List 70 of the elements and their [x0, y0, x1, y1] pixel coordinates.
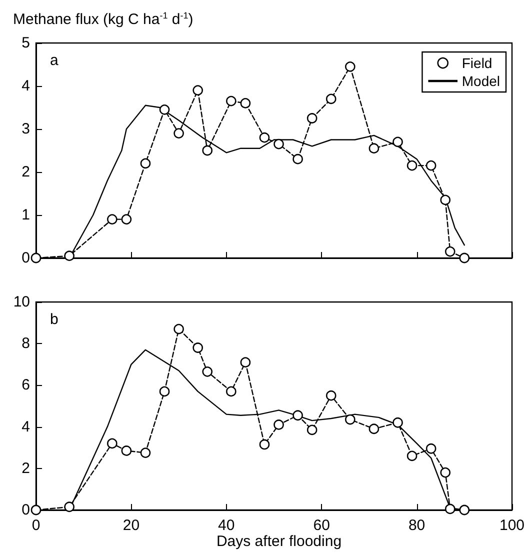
point — [274, 138, 284, 150]
point — [426, 443, 436, 454]
point — [345, 414, 356, 425]
point — [192, 342, 203, 353]
point — [226, 386, 236, 397]
point — [259, 132, 270, 143]
point — [174, 128, 184, 138]
point — [192, 85, 203, 96]
point — [459, 504, 470, 516]
point — [107, 438, 118, 449]
point — [292, 154, 303, 164]
point — [240, 357, 251, 368]
y-tick-label: 1 — [22, 206, 30, 224]
point — [440, 467, 451, 478]
point — [140, 448, 151, 458]
point — [64, 502, 74, 512]
point — [345, 62, 356, 72]
point — [64, 250, 74, 261]
point — [240, 98, 251, 108]
x-tick-label: 100 — [499, 517, 525, 534]
point — [392, 417, 403, 428]
point — [202, 366, 213, 377]
annotation: b — [50, 311, 58, 328]
y-tick-label: 3 — [22, 120, 30, 138]
point — [326, 390, 336, 401]
point — [121, 214, 132, 224]
legend-label: Field — [462, 55, 492, 71]
x-tick-label: 80 — [408, 517, 426, 534]
point — [368, 143, 380, 154]
y-tick-label: 4 — [22, 418, 30, 436]
point — [30, 504, 42, 516]
x-tick-label: 20 — [122, 517, 140, 534]
point — [159, 104, 170, 115]
y-tick-label: 10 — [13, 294, 30, 310]
x-axis-title: Days after flooding — [216, 533, 342, 550]
y-tick-label: 4 — [22, 78, 30, 94]
y-tick-label: 2 — [22, 460, 30, 477]
x-tick-label: 40 — [218, 517, 235, 534]
point — [121, 446, 132, 456]
point — [406, 450, 418, 462]
point — [426, 160, 436, 171]
y-tick-label: 0 — [22, 502, 30, 518]
point — [406, 160, 418, 171]
point — [326, 94, 336, 104]
point — [292, 410, 303, 421]
point — [274, 420, 284, 430]
point — [440, 194, 451, 206]
y-tick-label: 8 — [22, 335, 30, 352]
point — [259, 439, 270, 450]
point — [140, 158, 151, 169]
point — [202, 145, 213, 156]
point — [392, 136, 403, 148]
point — [159, 386, 170, 397]
point — [444, 504, 456, 514]
x-tick-label: 60 — [313, 517, 330, 534]
point — [459, 252, 470, 264]
point — [444, 246, 456, 257]
y-tick-label: 6 — [22, 376, 30, 394]
point — [30, 252, 42, 264]
point — [306, 424, 318, 436]
y-tick-label: 2 — [22, 164, 30, 180]
y-tick-label: 5 — [22, 34, 30, 52]
point — [174, 324, 184, 334]
point — [107, 214, 118, 224]
point — [306, 113, 318, 124]
point — [368, 424, 380, 434]
legend-label: Model — [462, 73, 500, 89]
point — [226, 96, 236, 106]
annotation: a — [50, 52, 59, 69]
y-tick-label: 0 — [22, 250, 30, 266]
